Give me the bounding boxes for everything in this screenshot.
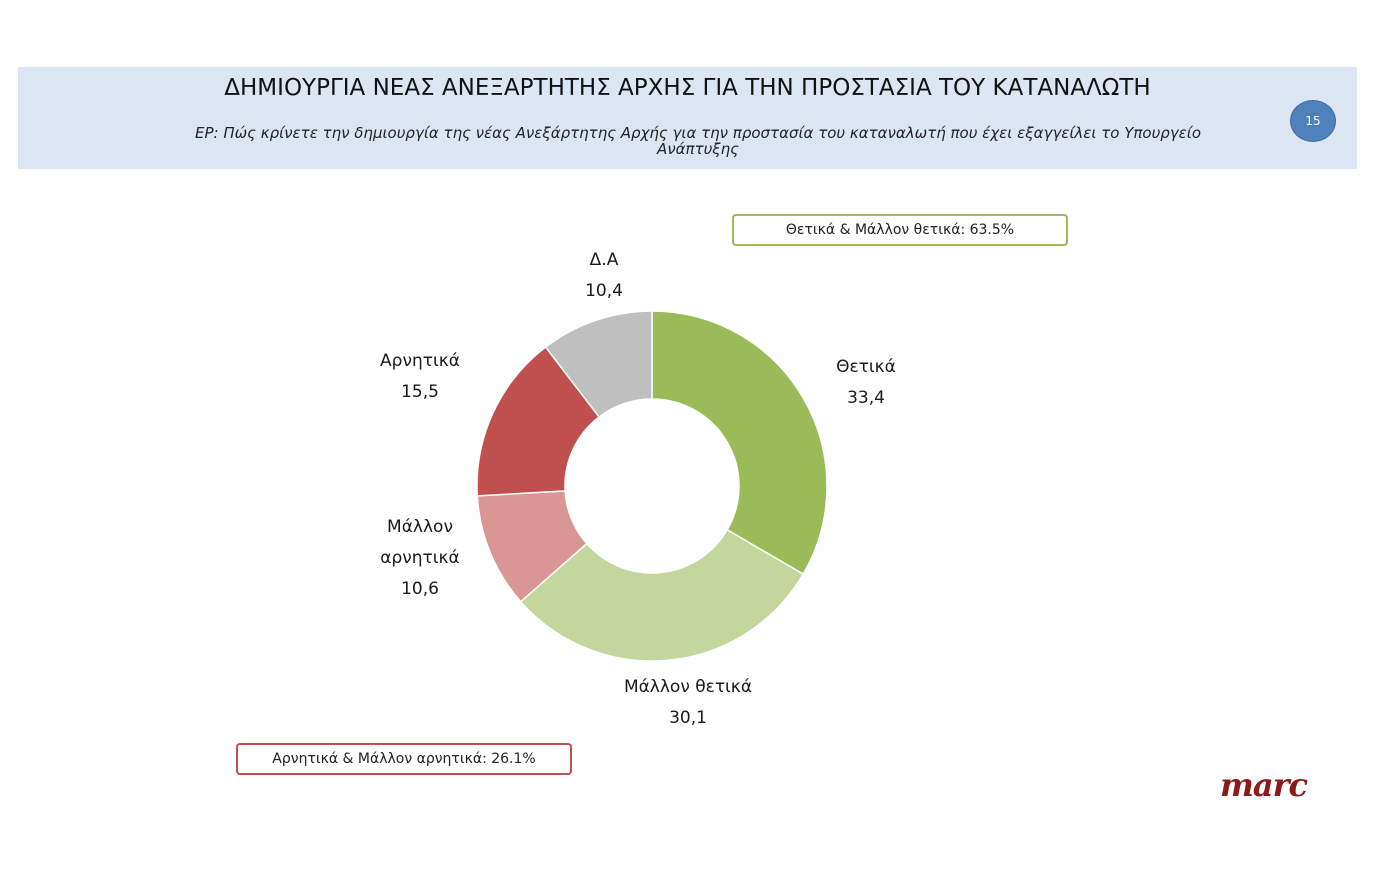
slice-label-3: Αρνητικά 15,5 [380,351,460,402]
donut-slice-3 [476,346,601,497]
donut-slice-4 [544,310,653,418]
page-number-badge: 15 [1290,100,1336,142]
donut-slice-0 [651,310,828,576]
page-title: ΔΗΜΙΟΥΡΓΙΑ ΝΕΑΣ ΑΝΕΞΑΡΤΗΤΗΣ ΑΡΧΗΣ ΓΙΑ ΤΗ… [224,75,1151,101]
donut-slice-1 [519,528,805,662]
negative-summary-box: Αρνητικά & Μάλλον αρνητικά: 26.1% [236,743,572,775]
slice-label-4: Δ.Α 10,4 [585,250,623,301]
slice-label-2: Μάλλον αρνητικά 10,6 [380,517,459,599]
question-text: ΕΡ: Πώς κρίνετε την δημιουργία της νέας … [194,124,1202,158]
header-banner: ΔΗΜΙΟΥΡΓΙΑ ΝΕΑΣ ΑΝΕΞΑΡΤΗΤΗΣ ΑΡΧΗΣ ΓΙΑ ΤΗ… [18,67,1357,169]
slice-label-0: Θετικά 33,4 [836,357,896,408]
slice-label-1: Μάλλον θετικά 30,1 [624,677,752,728]
positive-summary-box: Θετικά & Μάλλον θετικά: 63.5% [732,214,1068,246]
marc-logo: marc [1220,766,1308,804]
